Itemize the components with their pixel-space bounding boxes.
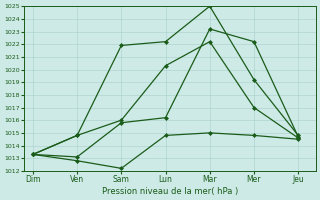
X-axis label: Pression niveau de la mer( hPa ): Pression niveau de la mer( hPa ) (102, 187, 238, 196)
